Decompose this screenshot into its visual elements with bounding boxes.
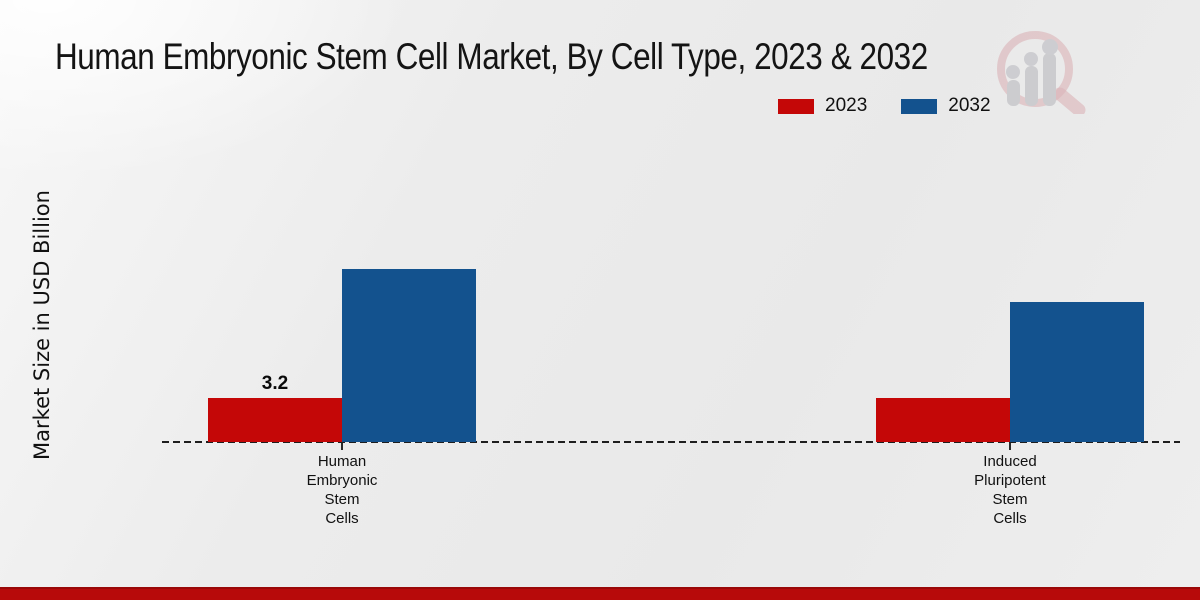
legend-swatch-2032 <box>901 98 938 114</box>
legend-label-2023: 2023 <box>825 95 868 116</box>
category-label-0: Human Embryonic Stem Cells <box>306 453 378 527</box>
footer-bar <box>0 587 1200 600</box>
legend-label-2032: 2032 <box>948 95 991 116</box>
x-axis-tick-1 <box>1009 443 1011 450</box>
legend-swatch-2023 <box>778 98 814 114</box>
x-axis-tick-0 <box>341 443 343 450</box>
bar-value-label: 3.2 <box>261 373 289 394</box>
category-label-1: Induced Pluripotent Stem Cells <box>974 453 1046 527</box>
x-axis-baseline <box>162 441 1180 443</box>
bar-2023-1 <box>876 398 1010 442</box>
legend-item-2023: 2023 <box>778 95 867 117</box>
legend: 2023 2032 <box>778 95 991 117</box>
chart-title: Human Embryonic Stem Cell Market, By Cel… <box>55 36 928 77</box>
bar-2032-1 <box>1010 301 1144 442</box>
bar-2032-0 <box>342 268 476 442</box>
bar-2023-0 <box>208 398 342 442</box>
bar-chart-magnifier-logo-icon <box>997 31 1086 114</box>
legend-item-2032: 2032 <box>901 95 991 117</box>
